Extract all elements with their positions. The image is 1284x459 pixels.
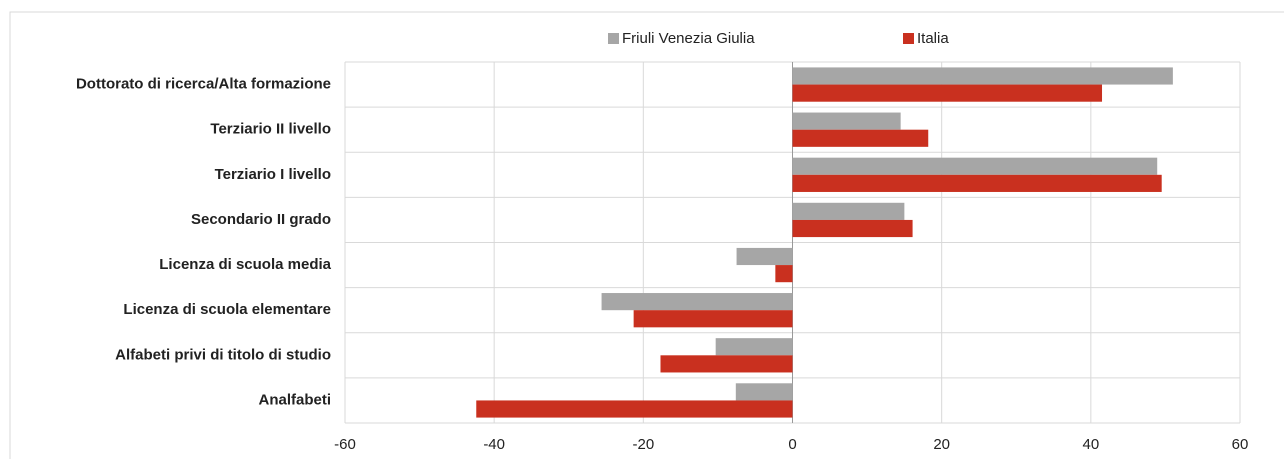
y-tick-label: Analfabeti — [258, 391, 331, 408]
bar — [792, 174, 1162, 192]
legend-swatch — [608, 33, 619, 44]
legend-label: Friuli Venezia Giulia — [622, 30, 755, 47]
y-tick-label: Licenza di scuola elementare — [123, 301, 331, 318]
bar — [792, 219, 913, 238]
chart-border — [9, 11, 1284, 459]
x-tick-label: 60 — [1232, 436, 1249, 453]
bar — [792, 129, 929, 147]
bar — [736, 247, 793, 266]
bar — [660, 355, 793, 373]
bar — [775, 265, 793, 283]
bar — [792, 67, 1173, 85]
x-tick-label: 20 — [933, 436, 950, 453]
y-tick-label: Terziario I livello — [215, 166, 331, 183]
y-tick-label: Terziario II livello — [210, 121, 331, 138]
bar — [792, 202, 905, 220]
x-tick-label: -40 — [483, 436, 505, 453]
bar — [476, 400, 793, 418]
bar — [792, 157, 1158, 175]
bar — [792, 112, 901, 130]
y-tick-label: Secondario II grado — [191, 211, 331, 228]
bar — [715, 338, 793, 356]
legend-swatch — [903, 33, 914, 44]
bar — [633, 310, 793, 328]
x-tick-label: -20 — [632, 436, 654, 453]
y-tick-label: Alfabeti privi di titolo di studio — [115, 346, 331, 363]
x-tick-label: 0 — [788, 436, 796, 453]
y-tick-label: Dottorato di ricerca/Alta formazione — [76, 76, 331, 93]
legend-label: Italia — [917, 30, 949, 47]
x-tick-label: -60 — [334, 436, 356, 453]
y-tick-label: Licenza di scuola media — [159, 256, 331, 273]
bar — [735, 383, 793, 401]
bar — [792, 84, 1103, 102]
x-tick-label: 40 — [1082, 436, 1099, 453]
bar — [601, 293, 793, 311]
